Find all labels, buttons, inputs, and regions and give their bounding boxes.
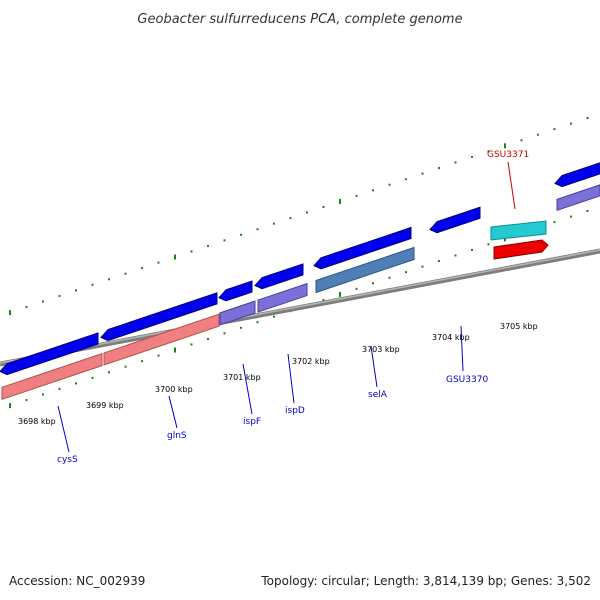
purple-feature <box>257 282 308 313</box>
gene-leader-line <box>242 363 253 415</box>
cds-feature <box>313 226 412 270</box>
feature-tracks <box>0 162 600 401</box>
red-feature <box>493 239 549 260</box>
cds-feature <box>218 280 253 302</box>
gene-label-glns: glnS <box>167 431 187 441</box>
gene-label-gsu3371: GSU3371 <box>487 150 529 160</box>
kbp-label: 3699 kbp <box>86 401 124 410</box>
cds-feature <box>0 332 99 376</box>
accession-text: Accession: NC_002939 <box>9 574 146 588</box>
map-title: Geobacter sulfurreducens PCA, complete g… <box>137 12 462 27</box>
kbp-label: 3704 kbp <box>432 333 470 342</box>
gene-leader-line <box>370 345 378 388</box>
gene-leader-line <box>507 161 516 210</box>
rna-feature <box>103 313 220 366</box>
cyan-feature <box>490 220 547 241</box>
gene-leader-line <box>57 405 70 453</box>
gene-label-ispf: ispF <box>243 417 261 427</box>
kbp-label: 3702 kbp <box>292 357 330 366</box>
gene-label-ispd: ispD <box>285 406 305 416</box>
kbp-label: 3703 kbp <box>362 345 400 354</box>
gene-label-cyss: cysS <box>57 455 78 465</box>
cds-feature <box>254 263 304 290</box>
tick-marks <box>9 117 589 409</box>
kbp-label: 3698 kbp <box>18 417 56 426</box>
gene-label-gsu3370: GSU3370 <box>446 375 488 385</box>
kbp-label: 3700 kbp <box>155 385 193 394</box>
steel-feature <box>315 246 415 294</box>
gene-label-sela: selA <box>368 390 388 400</box>
gene-leader-line <box>168 395 178 429</box>
cds-feature <box>554 162 600 188</box>
genome-backbone <box>0 248 600 367</box>
purple-feature <box>219 300 256 326</box>
cds-feature <box>429 206 481 234</box>
gene-leader-line <box>287 353 295 404</box>
backbone-highlight <box>0 249 600 364</box>
labels: 3698 kbp 3699 kbp 3700 kbp 3701 kbp 3702 kbp… <box>18 150 538 465</box>
purple-feature <box>556 184 600 211</box>
backbone-line <box>0 248 600 367</box>
label-leaders <box>57 161 516 453</box>
cds-feature <box>100 292 218 342</box>
gene-leader-line <box>460 325 464 372</box>
genome-summary-text: Topology: circular; Length: 3,814,139 bp… <box>261 574 591 588</box>
kbp-label: 3705 kbp <box>500 322 538 331</box>
rna-feature <box>1 352 103 401</box>
kbp-label: 3701 kbp <box>223 373 261 382</box>
